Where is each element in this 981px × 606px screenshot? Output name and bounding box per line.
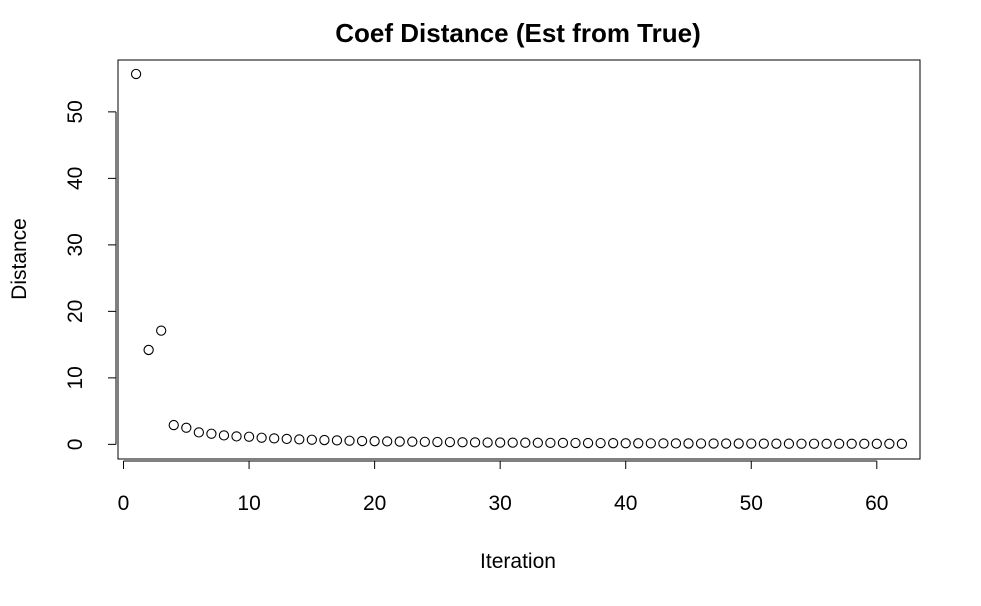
data-point [206,428,217,439]
data-point [319,434,330,446]
data-point [281,433,292,445]
data-point [520,437,531,448]
data-point [582,437,594,449]
data-point [356,435,368,447]
y-tick-label: 50 [64,100,87,123]
data-point [821,438,832,449]
data-point [532,437,543,448]
x-tick-label: 20 [363,492,386,515]
data-point [407,436,418,447]
data-point [746,438,757,449]
data-point [771,438,782,449]
data-point [269,433,280,444]
data-point [495,437,506,448]
data-point [243,431,255,442]
data-point [143,344,154,356]
y-tick-label: 20 [64,300,87,323]
data-point [808,438,820,449]
y-tick-label: 0 [64,439,87,451]
data-point [608,438,619,449]
data-point [306,434,317,445]
data-point [557,437,569,449]
data-point [419,436,430,447]
data-point [833,438,845,449]
data-point [344,435,355,446]
data-point [469,437,481,448]
data-point [130,68,142,80]
data-point [645,438,656,449]
chart-title: Coef Distance (Est from True) [335,18,701,48]
data-point [695,438,707,449]
x-tick-label: 10 [237,492,260,515]
data-point [783,438,795,449]
data-point [633,438,644,449]
x-axis-label: Iteration [480,550,556,573]
data-point [382,436,393,447]
data-point [545,437,556,448]
x-tick-label: 60 [865,492,888,515]
x-tick-label: 40 [614,492,637,515]
data-points [130,68,908,449]
x-tick-label: 50 [740,492,763,515]
data-point [846,438,857,449]
data-point [218,430,230,441]
data-point [721,438,732,449]
data-point [871,438,882,449]
data-point [733,438,744,449]
data-point [595,437,606,449]
data-point [193,427,205,438]
data-point [683,438,694,449]
y-tick-label: 10 [64,366,87,389]
data-point [670,438,682,449]
data-point [432,436,443,448]
plot-box [117,59,921,460]
data-point [758,438,769,449]
data-point [796,438,807,449]
x-tick-label: 0 [118,492,130,515]
data-point [708,438,719,449]
data-point [859,438,870,449]
data-point [369,436,380,447]
x-tick-label: 30 [488,492,511,515]
data-point [507,437,518,448]
y-axis: 0 10 20 30 40 50 [64,100,117,451]
data-point [231,431,242,442]
data-point [482,437,493,448]
data-point [570,437,581,449]
x-axis: 0 10 20 30 40 50 60 [118,460,888,515]
data-point [331,435,343,446]
data-point [884,438,895,449]
y-axis-label: Distance [8,218,31,300]
data-point [896,438,908,449]
y-tick-label: 40 [64,167,87,190]
data-point [620,438,631,449]
data-point [256,432,267,443]
data-point [394,436,405,447]
data-point [168,419,179,431]
y-tick-label: 30 [64,233,87,256]
data-point [444,436,456,448]
data-point [457,437,468,448]
data-point [181,422,192,433]
data-point [294,434,305,445]
data-point [658,438,669,449]
data-point [156,325,167,336]
